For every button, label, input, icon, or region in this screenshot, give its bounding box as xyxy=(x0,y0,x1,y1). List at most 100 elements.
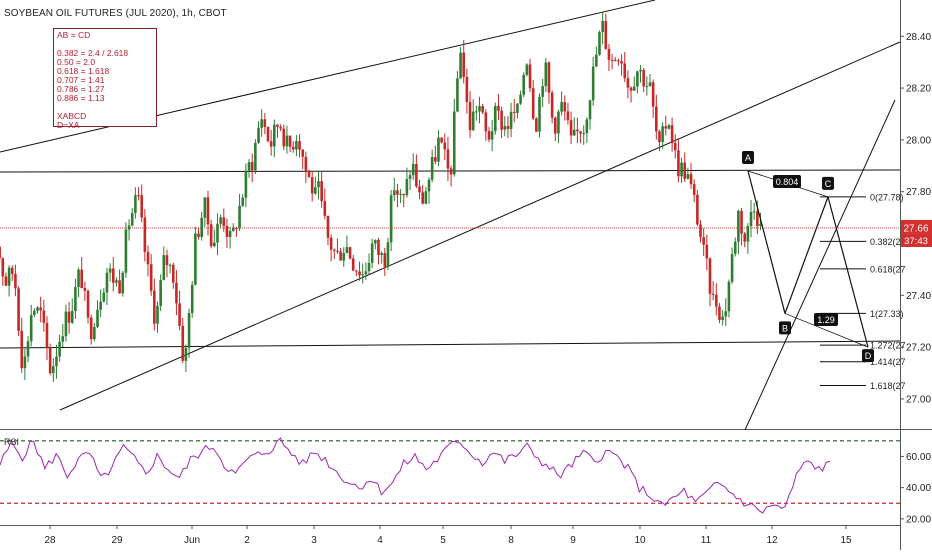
candle-body xyxy=(595,54,598,67)
candle-body xyxy=(137,195,140,197)
candle-body xyxy=(629,87,633,91)
candle-body xyxy=(702,237,705,245)
candle-body xyxy=(468,101,472,131)
candle-body xyxy=(241,197,245,206)
candle-body xyxy=(715,294,718,307)
candle-body xyxy=(512,111,516,113)
candle-body xyxy=(601,20,604,33)
candle-body xyxy=(165,255,169,266)
ratio-label-bd-bg xyxy=(814,313,838,326)
candle-body xyxy=(342,252,346,261)
candle-body xyxy=(203,197,207,218)
candle-body xyxy=(478,106,481,112)
countdown-label: 37:43 xyxy=(904,236,928,247)
fib-level-label: 1.618(27 xyxy=(870,381,906,391)
candle-body xyxy=(358,271,361,276)
candle-body xyxy=(55,356,58,367)
candle-body xyxy=(667,125,671,129)
point-label-a: A xyxy=(742,150,754,164)
pattern-ratio-line xyxy=(784,313,869,348)
candle-body xyxy=(730,253,734,282)
candle-body xyxy=(143,217,147,252)
info-box-line: AB = CD xyxy=(57,30,91,40)
candle-body xyxy=(345,247,349,253)
candle-body xyxy=(607,48,611,60)
candle-body xyxy=(481,106,484,113)
point-label-c-text: C xyxy=(825,179,832,189)
candle-body xyxy=(383,253,387,267)
candle-body xyxy=(159,280,162,306)
candle-body xyxy=(10,267,14,274)
candle-body xyxy=(475,111,478,113)
candle-body xyxy=(402,193,406,196)
candle-body xyxy=(547,62,551,93)
candle-body xyxy=(718,306,721,320)
candle-body xyxy=(724,311,728,317)
rsi-line xyxy=(0,437,831,514)
candle-body xyxy=(282,128,286,147)
candle-body xyxy=(389,195,393,243)
candle-body xyxy=(531,88,535,119)
time-tick-label: 4 xyxy=(377,535,383,546)
candle-body xyxy=(519,94,522,104)
candle-body xyxy=(692,184,696,195)
info-box-line: 0.707 = 1.41 xyxy=(57,75,105,85)
candle-body xyxy=(626,78,630,88)
candle-body xyxy=(572,129,576,136)
rsi-tick-label: 60.00 xyxy=(906,452,931,463)
info-box-line: 0.50 = 2.0 xyxy=(57,57,96,67)
candle-body xyxy=(20,330,24,369)
candle-body xyxy=(705,244,709,259)
trend-line xyxy=(744,99,896,431)
candle-body xyxy=(541,86,544,97)
candle-body xyxy=(617,60,620,62)
candle-body xyxy=(184,347,188,361)
candle-body xyxy=(683,162,687,179)
candle-body xyxy=(77,269,80,288)
info-box-line: D=XA xyxy=(57,120,80,130)
candle-body xyxy=(408,175,412,180)
candle-body xyxy=(36,307,39,311)
candle-body xyxy=(588,100,592,120)
candle-body xyxy=(153,290,156,324)
candle-body xyxy=(449,168,453,175)
candle-body xyxy=(304,156,308,171)
point-label-d: D xyxy=(862,349,874,363)
price-tick-label: 27.40 xyxy=(906,291,931,302)
candle-body xyxy=(535,118,538,132)
candle-body xyxy=(102,292,106,302)
point-label-d-text: D xyxy=(865,351,872,361)
candle-body xyxy=(197,233,200,237)
candle-body xyxy=(64,311,68,337)
rsi-tick-label: 40.00 xyxy=(906,483,931,494)
candle-body xyxy=(576,129,579,132)
candle-body xyxy=(339,251,342,261)
candle-body xyxy=(146,251,150,265)
candle-body xyxy=(23,356,27,369)
candle-body xyxy=(235,227,238,229)
candle-body xyxy=(314,187,317,194)
candle-body xyxy=(80,269,84,289)
candle-body xyxy=(418,186,421,193)
candle-body xyxy=(620,61,623,64)
candle-body xyxy=(465,76,469,102)
candle-body xyxy=(462,52,466,77)
trend-line xyxy=(0,340,901,349)
candle-body xyxy=(285,135,289,147)
candle-body xyxy=(415,163,418,187)
candle-body xyxy=(228,231,232,237)
candle-body xyxy=(727,281,731,312)
candle-body xyxy=(367,262,371,272)
ratio-label-ac: 0.804 xyxy=(773,175,801,188)
candle-body xyxy=(610,59,614,61)
candle-body xyxy=(708,258,712,294)
candle-body xyxy=(636,71,639,87)
candle-body xyxy=(430,157,434,180)
candle-body xyxy=(557,111,560,134)
candle-body xyxy=(355,270,358,272)
candle-body xyxy=(670,125,674,144)
candle-body xyxy=(490,131,494,140)
candle-body xyxy=(613,60,617,62)
candle-body xyxy=(566,111,570,121)
